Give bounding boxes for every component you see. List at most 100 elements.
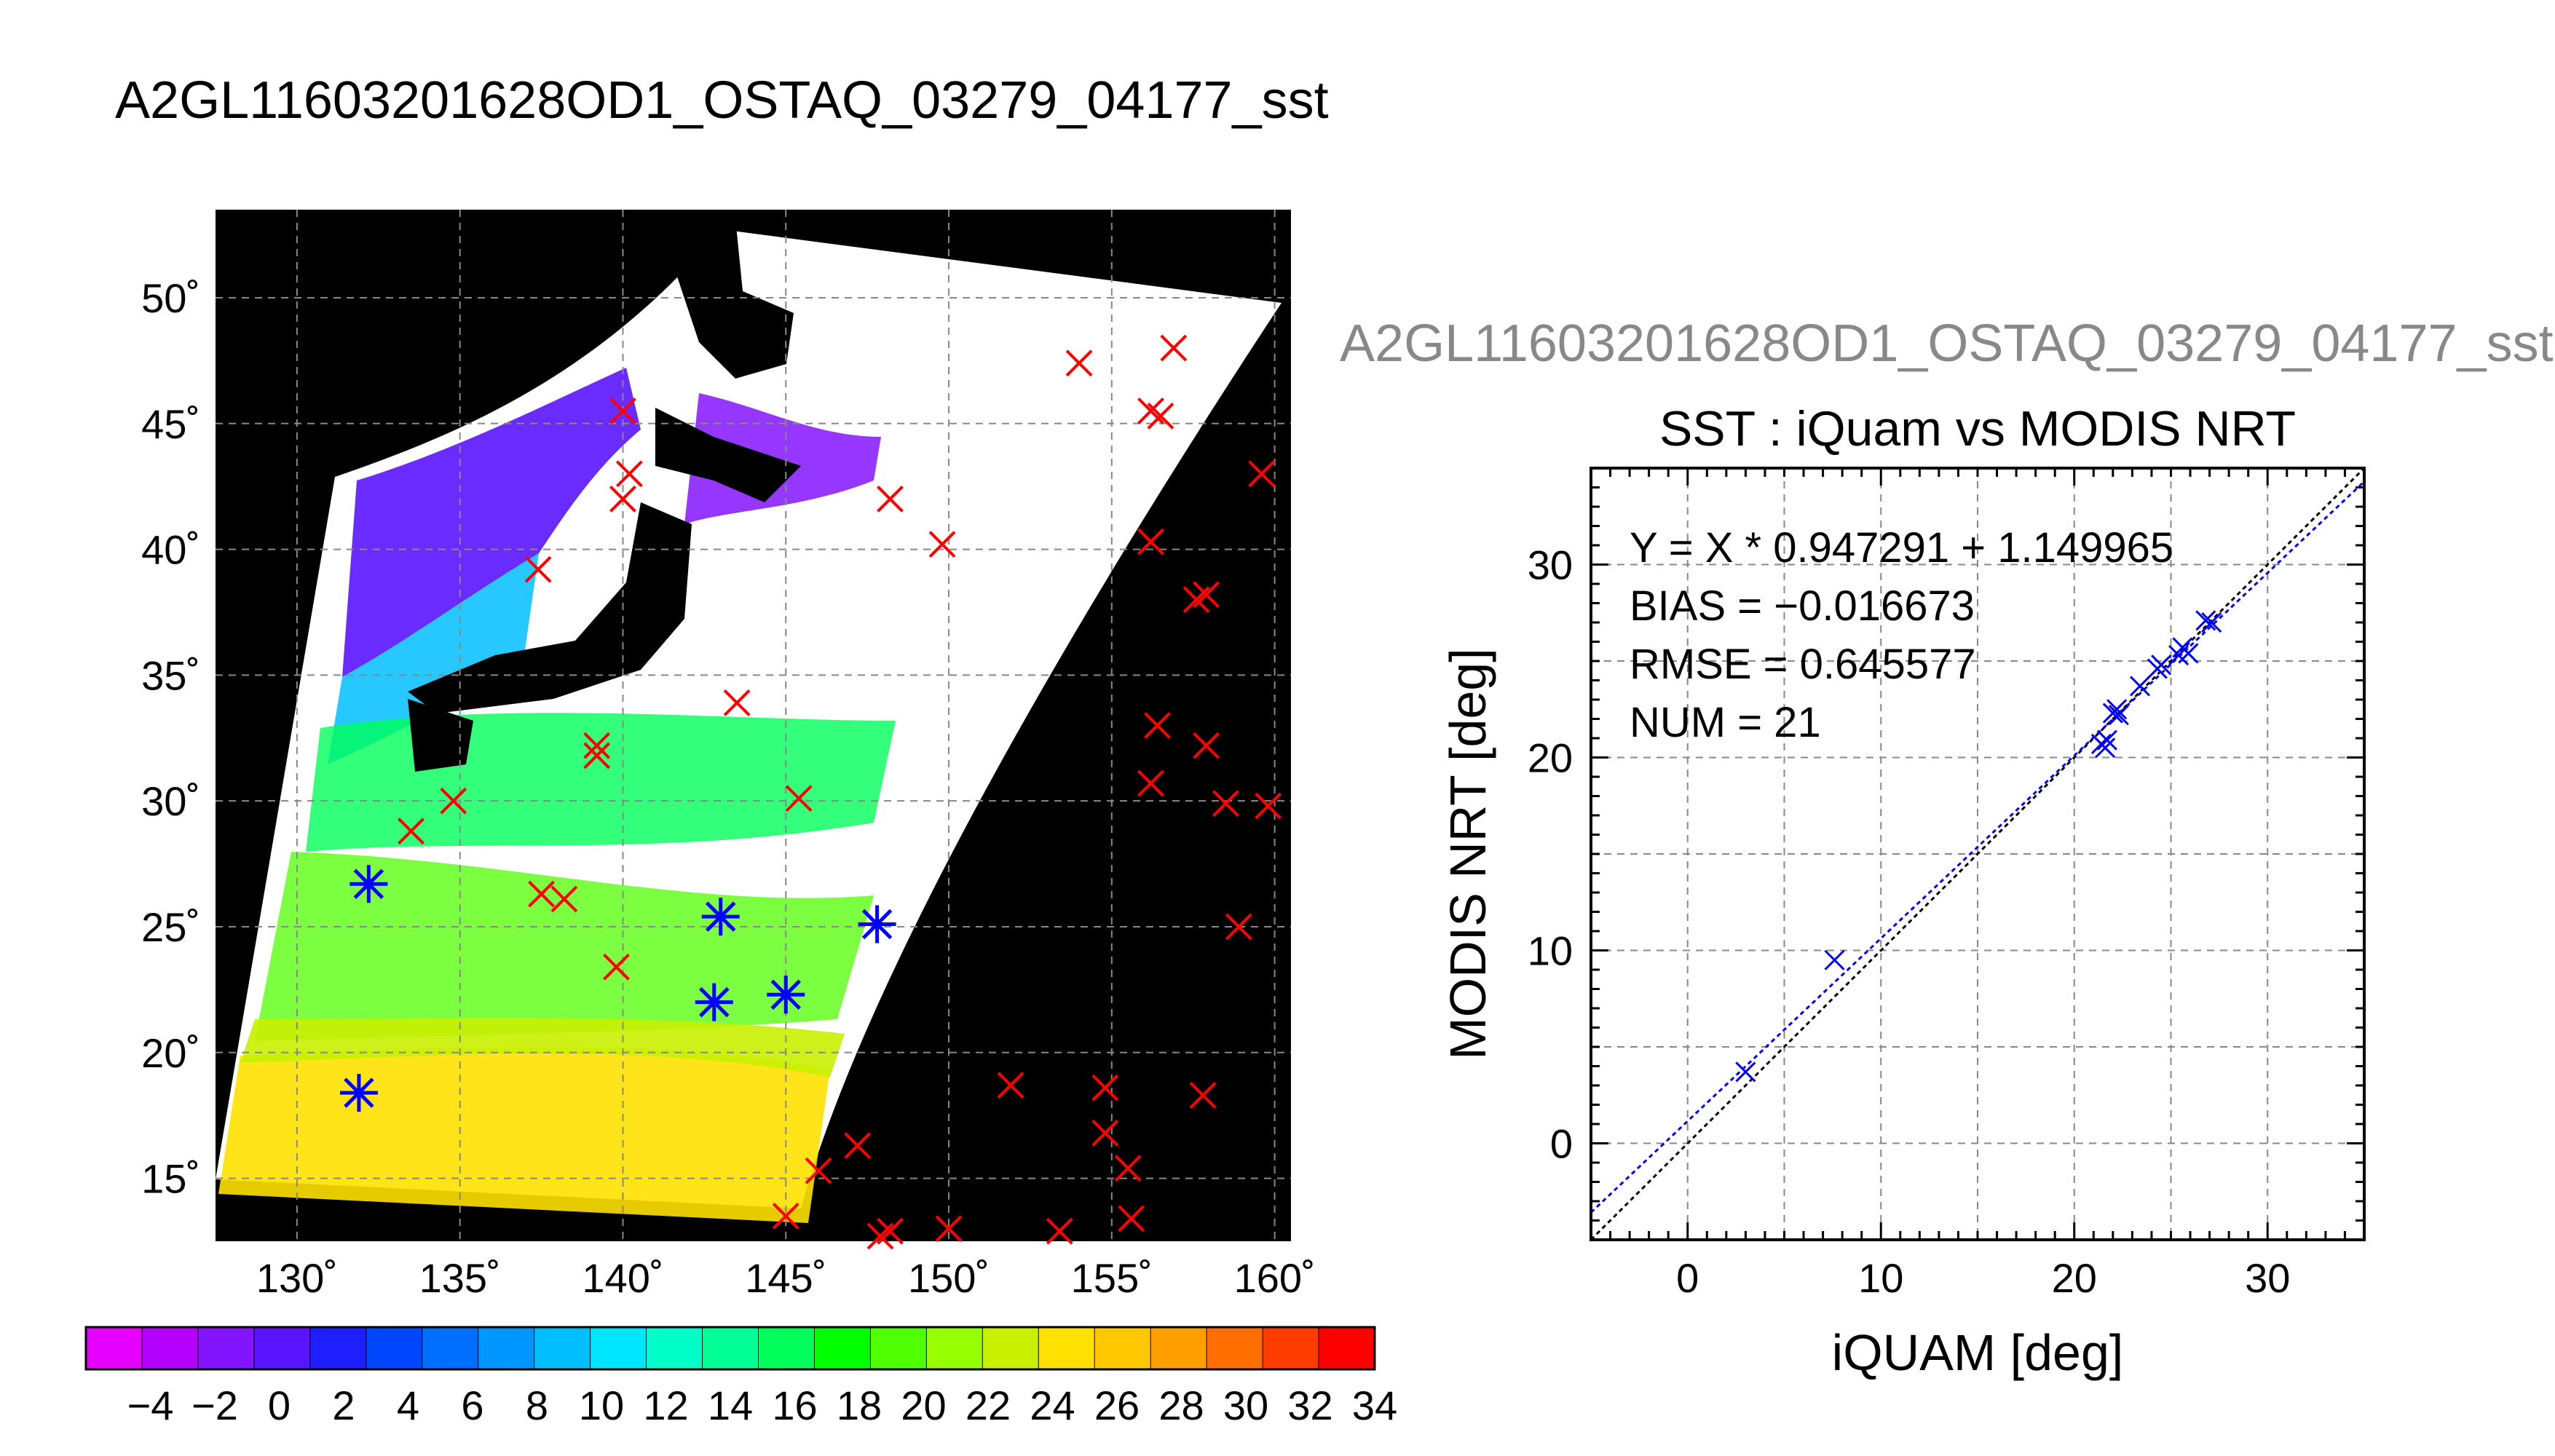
scatter-stat-line: BIAS = −0.016673 (1630, 582, 1975, 630)
sst-cold-region (342, 368, 641, 677)
scatter-lines (1591, 468, 2364, 1240)
map-iquam-marker (550, 885, 578, 913)
map-iquam-marker (785, 785, 813, 812)
map-modis-marker (695, 983, 733, 1021)
colorbar-tick-label: 2 (332, 1382, 355, 1428)
map-modis-marker-x (353, 869, 384, 900)
land-honshu (408, 502, 692, 713)
colorbar-tick-label: 0 (268, 1382, 291, 1428)
colorbar-cell (534, 1326, 591, 1370)
sst-cool-region (328, 553, 539, 764)
map-iquam-marker (524, 555, 552, 583)
scatter-point (2095, 737, 2116, 759)
colorbar-cell (253, 1326, 311, 1370)
scatter-y-tick-label: 0 (1550, 1121, 1573, 1167)
map-iquam-marker-stroke-b (1193, 732, 1220, 759)
colorbar-cell (757, 1326, 816, 1370)
map-x-tick-label: 150˚ (908, 1255, 990, 1301)
map-iquam-marker (877, 486, 904, 513)
map-x-tick-label: 135˚ (419, 1255, 501, 1301)
scatter-point-stroke-b (2095, 737, 2116, 759)
map-iquam-marker (1189, 1082, 1217, 1109)
scatter-point-stroke-b (1824, 949, 1845, 970)
map-iquam-marker (997, 1072, 1024, 1099)
colorbar-tick-label: 16 (772, 1382, 817, 1428)
map-iquam-marker-stroke-b (1193, 581, 1220, 609)
map-iquam-marker (844, 1132, 872, 1160)
map-modis-marker-x (699, 986, 730, 1018)
sst-mid-region (306, 713, 896, 852)
scatter-x-tick-label: 30 (2245, 1255, 2290, 1301)
sst-hot-transition (240, 1018, 845, 1077)
map-iquam-marker-stroke-b (609, 486, 636, 513)
map-iquam-marker (1225, 913, 1252, 941)
map-iquam-marker-stroke-b (1212, 790, 1239, 818)
colorbar-tick-label: 30 (1223, 1382, 1268, 1428)
map-iquam-marker-stroke-b (844, 1132, 872, 1160)
scatter-fit-line (1591, 480, 2364, 1214)
map-iquam-marker-stroke-b (616, 460, 643, 488)
scatter-x-tick-label: 20 (2052, 1255, 2097, 1301)
scatter-point (2151, 654, 2172, 676)
map-x-tick-label: 155˚ (1071, 1255, 1153, 1301)
colorbar-cell (197, 1326, 255, 1370)
map-iquam-marker-stroke-b (1091, 1119, 1119, 1147)
map-iquam-marker (772, 1203, 799, 1230)
scatter-point (2195, 610, 2216, 631)
land-japan (677, 210, 794, 379)
map-iquam-marker-stroke-b (1189, 1082, 1217, 1109)
map-iquam-marker-stroke-b (935, 1215, 963, 1243)
map-iquam-marker-stroke-b (785, 785, 813, 812)
map-iquam-marker-stroke-b (772, 1203, 799, 1230)
colorbar-cell (309, 1326, 367, 1370)
scatter-header: A2GL11603201628OD1_OSTAQ_03279_04177_sst (1340, 314, 2554, 373)
map-iquam-marker (528, 880, 555, 908)
map-modis-marker-x-stroke-b (353, 869, 384, 900)
colorbar-tick-label: 14 (708, 1382, 753, 1428)
map-iquam-marker-stroke-b (877, 486, 904, 513)
map-iquam-marker (866, 1222, 894, 1250)
map-iquam-marker-stroke-b (1114, 1155, 1142, 1182)
scatter-point-stroke-b (2108, 705, 2129, 726)
colorbar-cell (813, 1326, 872, 1370)
map-iquam-marker (1193, 732, 1220, 759)
map-y-tick-label: 50˚ (141, 275, 200, 321)
map-iquam-marker-stroke-b (1137, 769, 1164, 797)
map-iquam-marker (583, 742, 611, 769)
map-y-tick-label: 15˚ (141, 1156, 200, 1202)
map-modis-marker (701, 898, 740, 936)
colorbar-cell (1206, 1326, 1264, 1370)
map-modis-marker (350, 865, 388, 903)
scatter-point (2108, 705, 2129, 726)
colorbar-cell (422, 1326, 479, 1370)
page-title: A2GL11603201628OD1_OSTAQ_03279_04177_sst (115, 71, 1329, 130)
colorbar-cell (982, 1326, 1040, 1370)
scatter-stat-line: RMSE = 0.645577 (1630, 641, 1976, 688)
map-markers (339, 334, 1282, 1250)
map-x-tick-label: 140˚ (582, 1255, 663, 1301)
colorbar-tick-label: 34 (1352, 1382, 1397, 1428)
map-iquam-marker-stroke-b (805, 1157, 832, 1184)
land-kyushu (408, 699, 473, 772)
scatter-point-stroke-b (2178, 643, 2199, 664)
map-iquam-marker (1091, 1074, 1119, 1101)
scatter-point-stroke-b (2106, 699, 2128, 720)
scatter-y-tick-label: 30 (1528, 542, 1573, 588)
colorbar-tick-label: 4 (397, 1382, 419, 1428)
map-iquam-marker-stroke-b (1225, 913, 1252, 941)
map-modis-marker-x-stroke-b (344, 1077, 374, 1108)
map-y-tick-label: 35˚ (141, 652, 200, 698)
sst-map: 130˚ 135˚ 140˚ 145˚ 150˚ 155˚ 160˚ 15˚ 20˚ 25˚ 30… (141, 210, 1316, 1301)
colorbar-cell (141, 1326, 199, 1370)
colorbar-cells (85, 1326, 1375, 1370)
map-modis-marker (767, 976, 805, 1014)
map-iquam-marker-stroke-b (609, 397, 636, 424)
scatter-point-stroke-b (2201, 612, 2222, 633)
scatter-stat-line: NUM = 21 (1630, 699, 1821, 746)
colorbar-tick-label: 6 (461, 1382, 483, 1428)
map-iquam-marker-stroke-b (440, 787, 467, 815)
scatter-point-stroke-b (1735, 1061, 1756, 1083)
map-iquam-marker (1193, 581, 1220, 609)
colorbar-tick-label: 24 (1030, 1382, 1075, 1428)
